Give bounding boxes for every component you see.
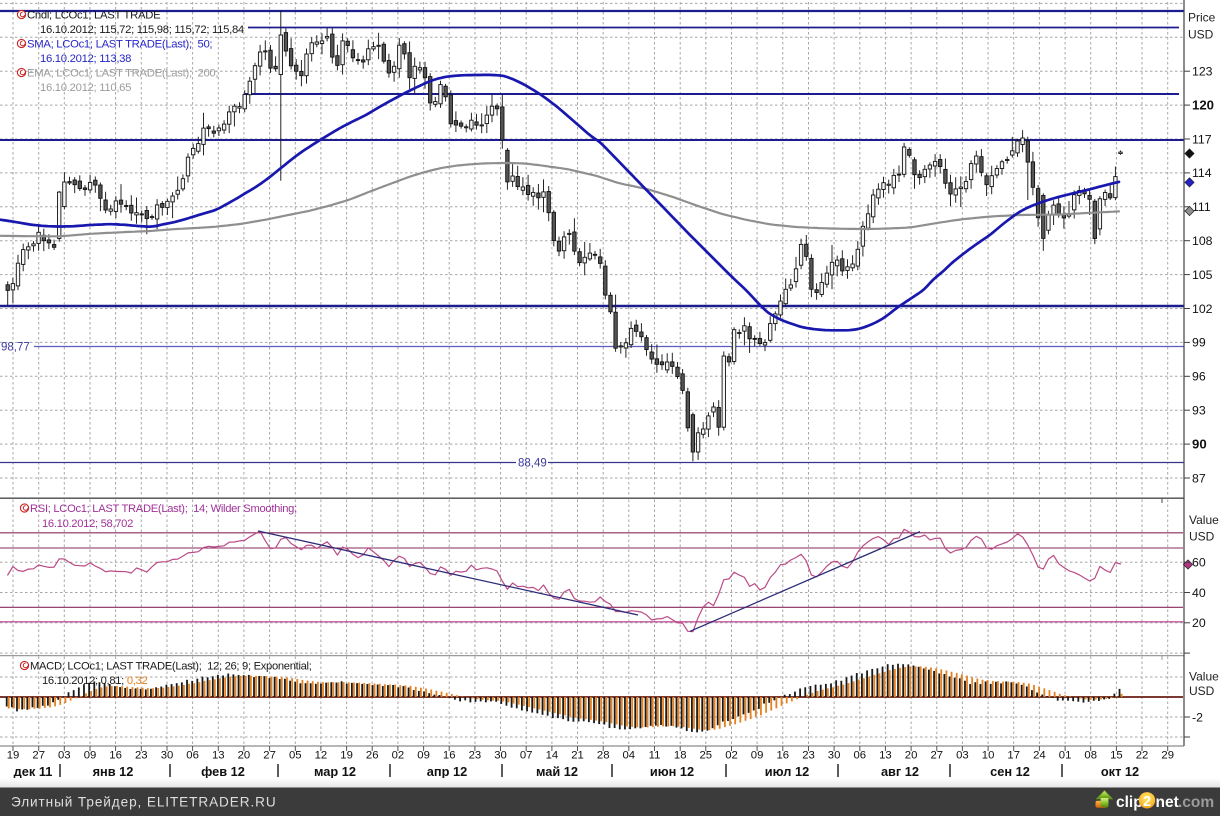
svg-text:90: 90 (1192, 436, 1207, 451)
svg-text:-2: -2 (1192, 710, 1203, 724)
svg-text:Value: Value (1189, 670, 1219, 684)
svg-text:Value: Value (1189, 513, 1219, 527)
svg-text:13: 13 (212, 750, 225, 762)
svg-text:Price: Price (1188, 11, 1216, 25)
svg-text:июн 12: июн 12 (650, 764, 694, 779)
svg-text:10: 10 (982, 750, 995, 762)
svg-text:23: 23 (802, 750, 815, 762)
svg-text:111: 111 (1192, 200, 1211, 214)
svg-text:12: 12 (315, 750, 328, 762)
svg-text:16.10.2012; 115,72; 115,98; 11: 16.10.2012; 115,72; 115,98; 115,72; 115,… (40, 24, 244, 36)
svg-text:123: 123 (1192, 65, 1213, 79)
svg-text:USD: USD (1189, 530, 1215, 544)
svg-text:108: 108 (1192, 234, 1213, 248)
svg-text:14: 14 (546, 750, 559, 762)
svg-text:RSI; LCOc1; LAST TRADE(Last);: RSI; LCOc1; LAST TRADE(Last); 14; Wilder… (30, 503, 297, 515)
svg-text:120: 120 (1192, 97, 1214, 112)
svg-text:117: 117 (1192, 132, 1212, 146)
svg-text:20: 20 (1192, 616, 1206, 630)
svg-text:15: 15 (1110, 750, 1123, 762)
svg-text:06: 06 (186, 750, 199, 762)
svg-text:net: net (1156, 794, 1179, 811)
svg-text:16.10.2012; 113,38: 16.10.2012; 113,38 (40, 53, 131, 65)
svg-text:16: 16 (777, 750, 790, 762)
svg-text:06: 06 (854, 750, 867, 762)
svg-text:мар 12: мар 12 (314, 764, 356, 779)
svg-text:25: 25 (700, 750, 713, 762)
svg-text:апр 12: апр 12 (427, 764, 467, 779)
svg-text:clip: clip (1116, 794, 1143, 811)
svg-text:фев 12: фев 12 (201, 764, 245, 779)
svg-text:03: 03 (58, 750, 71, 762)
svg-text:29: 29 (1161, 750, 1174, 762)
svg-text:99: 99 (1192, 336, 1206, 350)
svg-text:EMA; LCOc1; LAST TRADE(Last);: EMA; LCOc1; LAST TRADE(Last); 200; (27, 68, 218, 80)
svg-text:02: 02 (392, 750, 405, 762)
svg-text:105: 105 (1192, 268, 1213, 282)
svg-text:40: 40 (1192, 586, 1206, 600)
svg-text:87: 87 (1192, 471, 1206, 485)
svg-text:28: 28 (597, 750, 610, 762)
svg-text:16: 16 (443, 750, 456, 762)
svg-text:21: 21 (571, 750, 584, 762)
svg-text:.com: .com (1178, 794, 1214, 811)
svg-text:16: 16 (109, 750, 122, 762)
svg-text:янв 12: янв 12 (93, 764, 134, 779)
svg-text:20: 20 (905, 750, 918, 762)
svg-text:27: 27 (32, 750, 45, 762)
svg-text:24: 24 (1033, 750, 1046, 762)
svg-text:01: 01 (1059, 750, 1072, 762)
svg-text:05: 05 (289, 750, 302, 762)
svg-text:19: 19 (7, 750, 20, 762)
svg-text:114: 114 (1192, 166, 1212, 180)
svg-text:сен 12: сен 12 (990, 764, 1030, 779)
svg-text:60: 60 (1192, 556, 1206, 570)
svg-text:авг 12: авг 12 (881, 764, 919, 779)
svg-text:13: 13 (879, 750, 892, 762)
svg-text:MACD; LCOc1; LAST TRADE(Last);: MACD; LCOc1; LAST TRADE(Last); 12; 26; 9… (30, 661, 312, 673)
svg-text:16.10.2012; 0,81; 0,32: 16.10.2012; 0,81; 0,32 (42, 675, 147, 687)
svg-text:27: 27 (931, 750, 944, 762)
svg-text:2: 2 (1143, 794, 1151, 810)
svg-text:93: 93 (1192, 404, 1206, 418)
svg-text:19: 19 (340, 750, 353, 762)
svg-text:07: 07 (520, 750, 533, 762)
svg-text:09: 09 (417, 750, 430, 762)
svg-text:17: 17 (1007, 750, 1020, 762)
svg-text:102: 102 (1192, 302, 1213, 316)
svg-text:Cndl; LCOc1; LAST TRADE: Cndl; LCOc1; LAST TRADE (27, 10, 161, 22)
svg-text:27: 27 (263, 750, 276, 762)
svg-text:98,77: 98,77 (1, 342, 30, 354)
svg-text:20: 20 (238, 750, 251, 762)
svg-text:30: 30 (494, 750, 507, 762)
svg-text:26: 26 (366, 750, 379, 762)
svg-text:11: 11 (649, 750, 661, 762)
svg-text:23: 23 (135, 750, 148, 762)
svg-text:18: 18 (674, 750, 687, 762)
svg-text:16.10.2012; 58,702: 16.10.2012; 58,702 (42, 518, 133, 530)
svg-text:04: 04 (623, 750, 636, 762)
svg-text:окт 12: окт 12 (1101, 764, 1139, 779)
svg-text:23: 23 (469, 750, 482, 762)
svg-text:03: 03 (956, 750, 969, 762)
svg-text:USD: USD (1189, 684, 1215, 698)
svg-text:30: 30 (161, 750, 174, 762)
svg-text:02: 02 (725, 750, 738, 762)
svg-text:09: 09 (84, 750, 97, 762)
svg-text:май 12: май 12 (536, 764, 578, 779)
svg-text:88,49: 88,49 (518, 458, 547, 470)
svg-text:96: 96 (1192, 370, 1206, 384)
svg-text:дек 11: дек 11 (14, 764, 53, 779)
svg-text:30: 30 (828, 750, 841, 762)
svg-text:USD: USD (1188, 28, 1214, 42)
svg-text:SMA; LCOc1; LAST TRADE(Last);: SMA; LCOc1; LAST TRADE(Last); 50; (27, 39, 212, 51)
svg-text:Элитный Трейдер, ELITETRADER.R: Элитный Трейдер, ELITETRADER.RU (11, 795, 277, 810)
svg-text:09: 09 (751, 750, 764, 762)
svg-text:16.10.2012; 110,65: 16.10.2012; 110,65 (40, 82, 131, 94)
svg-text:июл 12: июл 12 (765, 764, 809, 779)
svg-text:08: 08 (1084, 750, 1097, 762)
svg-text:22: 22 (1136, 750, 1149, 762)
